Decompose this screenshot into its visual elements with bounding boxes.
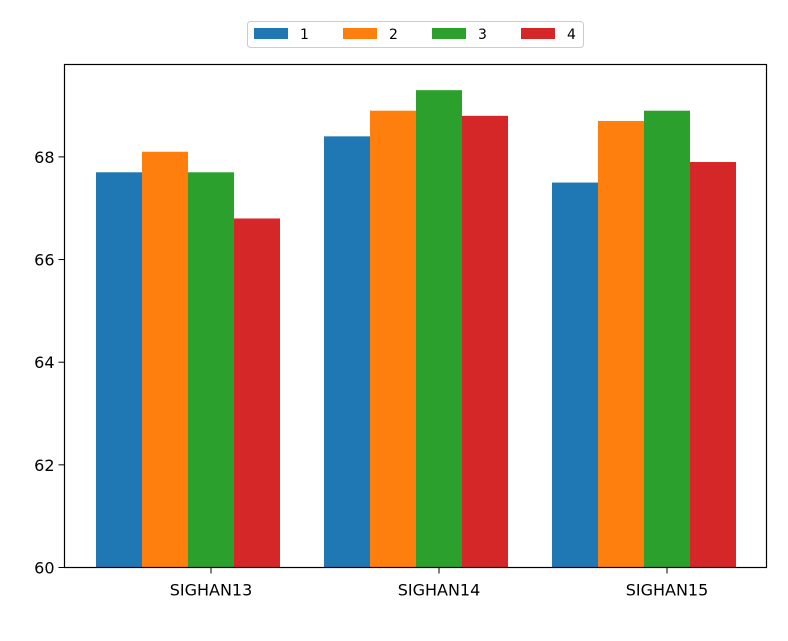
y-tick-label: 62 (34, 456, 54, 475)
plot-area-frame (63, 63, 768, 569)
legend-label-series-2: 2 (389, 27, 398, 43)
y-tick-label: 66 (34, 251, 54, 270)
legend-swatch-series-3 (432, 28, 466, 39)
legend-label-series-1: 1 (300, 27, 309, 43)
bar-sighan14-series-2 (370, 110, 416, 568)
bar-sighan13-series-4 (234, 218, 280, 568)
bar-sighan15-series-2 (598, 120, 644, 568)
bars-layer (96, 90, 736, 568)
bar-sighan15-series-3 (644, 110, 690, 568)
legend-swatch-series-4 (521, 28, 555, 39)
x-tick-label-sighan14: SIGHAN14 (398, 581, 481, 600)
bar-sighan14-series-4 (462, 115, 508, 568)
bar-sighan14-series-1 (324, 136, 370, 568)
y-tick-label: 60 (34, 559, 54, 578)
y-axis: 60 62 64 66 68 (34, 148, 65, 578)
y-tick-label: 64 (34, 353, 54, 372)
bar-sighan15-series-1 (552, 182, 598, 568)
legend-label-series-3: 3 (478, 27, 487, 43)
x-axis: SIGHAN13 SIGHAN14 SIGHAN15 (170, 567, 709, 600)
legend-swatch-series-1 (254, 28, 288, 39)
legend-frame (247, 21, 584, 48)
legend: 1 2 3 4 (247, 21, 584, 48)
x-tick-label-sighan13: SIGHAN13 (170, 581, 253, 600)
legend-label-series-4: 4 (567, 27, 576, 43)
bar-sighan13-series-2 (142, 151, 188, 568)
bar-sighan13-series-3 (188, 172, 234, 568)
x-tick-label-sighan15: SIGHAN15 (626, 581, 709, 600)
bar-sighan15-series-4 (690, 162, 736, 568)
bar-sighan14-series-3 (416, 90, 462, 568)
bar-sighan13-series-1 (96, 172, 142, 568)
legend-swatch-series-2 (343, 28, 377, 39)
y-tick-label: 68 (34, 148, 54, 167)
